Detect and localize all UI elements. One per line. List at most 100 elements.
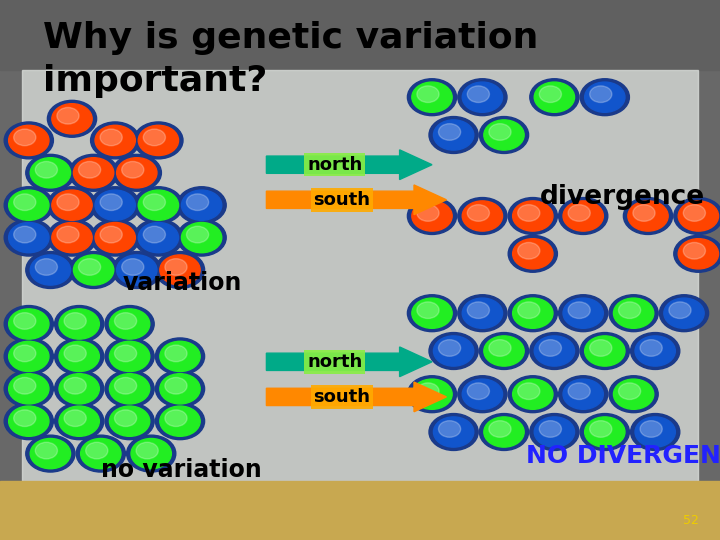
Circle shape	[530, 414, 579, 450]
Circle shape	[590, 421, 612, 437]
Circle shape	[4, 306, 53, 342]
Circle shape	[412, 298, 452, 328]
Circle shape	[683, 205, 706, 221]
Circle shape	[640, 340, 662, 356]
Circle shape	[35, 161, 58, 178]
Text: 52: 52	[683, 514, 698, 526]
Circle shape	[9, 190, 49, 220]
Circle shape	[95, 190, 135, 220]
Circle shape	[95, 222, 135, 253]
Circle shape	[181, 222, 222, 253]
Circle shape	[48, 100, 96, 137]
Circle shape	[559, 376, 608, 413]
Circle shape	[86, 442, 108, 459]
Circle shape	[165, 345, 187, 362]
Circle shape	[9, 125, 49, 156]
Circle shape	[462, 298, 503, 328]
Circle shape	[112, 252, 161, 288]
Circle shape	[59, 406, 99, 436]
Circle shape	[76, 435, 125, 472]
Text: south: south	[313, 388, 371, 406]
Circle shape	[513, 298, 553, 328]
Circle shape	[518, 242, 540, 259]
Circle shape	[508, 295, 557, 332]
Circle shape	[186, 194, 209, 211]
Circle shape	[73, 158, 114, 188]
Circle shape	[48, 187, 96, 224]
Circle shape	[408, 376, 456, 413]
Circle shape	[467, 302, 490, 319]
Circle shape	[9, 341, 49, 372]
Circle shape	[678, 239, 719, 269]
Circle shape	[489, 340, 511, 356]
Circle shape	[91, 187, 140, 224]
Circle shape	[568, 302, 590, 319]
Circle shape	[467, 86, 490, 103]
Circle shape	[26, 252, 75, 288]
Circle shape	[14, 377, 36, 394]
Circle shape	[78, 161, 101, 178]
Circle shape	[534, 336, 575, 366]
Circle shape	[4, 370, 53, 407]
Circle shape	[438, 124, 461, 140]
Circle shape	[64, 313, 86, 329]
Bar	[22, 70, 698, 481]
Circle shape	[57, 194, 79, 211]
Circle shape	[156, 403, 204, 440]
Circle shape	[160, 341, 200, 372]
Circle shape	[563, 379, 603, 409]
Circle shape	[55, 370, 104, 407]
Text: north: north	[307, 156, 362, 174]
Circle shape	[417, 205, 439, 221]
Circle shape	[134, 187, 183, 224]
Circle shape	[631, 333, 680, 369]
Circle shape	[14, 129, 36, 146]
Circle shape	[64, 410, 86, 427]
Circle shape	[109, 406, 150, 436]
Circle shape	[539, 421, 562, 437]
FancyArrow shape	[266, 150, 432, 179]
Circle shape	[508, 235, 557, 272]
Circle shape	[131, 438, 171, 469]
Circle shape	[585, 417, 625, 447]
Circle shape	[55, 338, 104, 375]
Circle shape	[165, 377, 187, 394]
Circle shape	[143, 226, 166, 243]
Text: north: north	[307, 353, 362, 371]
Circle shape	[613, 298, 654, 328]
Circle shape	[408, 198, 456, 234]
Circle shape	[4, 403, 53, 440]
Circle shape	[518, 205, 540, 221]
Circle shape	[635, 336, 675, 366]
Circle shape	[114, 345, 137, 362]
Circle shape	[109, 374, 150, 404]
Circle shape	[59, 374, 99, 404]
Circle shape	[489, 421, 511, 437]
Circle shape	[438, 340, 461, 356]
Circle shape	[633, 205, 655, 221]
Circle shape	[165, 410, 187, 427]
Circle shape	[530, 333, 579, 369]
Circle shape	[105, 306, 154, 342]
Circle shape	[134, 219, 183, 256]
Circle shape	[105, 338, 154, 375]
Circle shape	[412, 379, 452, 409]
Circle shape	[100, 129, 122, 146]
Circle shape	[186, 226, 209, 243]
Circle shape	[585, 82, 625, 112]
Circle shape	[59, 341, 99, 372]
Circle shape	[508, 198, 557, 234]
Circle shape	[628, 201, 668, 231]
Circle shape	[590, 86, 612, 103]
Circle shape	[4, 338, 53, 375]
Circle shape	[480, 333, 528, 369]
Circle shape	[100, 194, 122, 211]
Circle shape	[14, 313, 36, 329]
Circle shape	[433, 120, 474, 150]
Circle shape	[462, 82, 503, 112]
Circle shape	[669, 302, 691, 319]
Circle shape	[26, 154, 75, 191]
Circle shape	[64, 345, 86, 362]
FancyArrow shape	[266, 185, 446, 214]
Circle shape	[417, 383, 439, 400]
